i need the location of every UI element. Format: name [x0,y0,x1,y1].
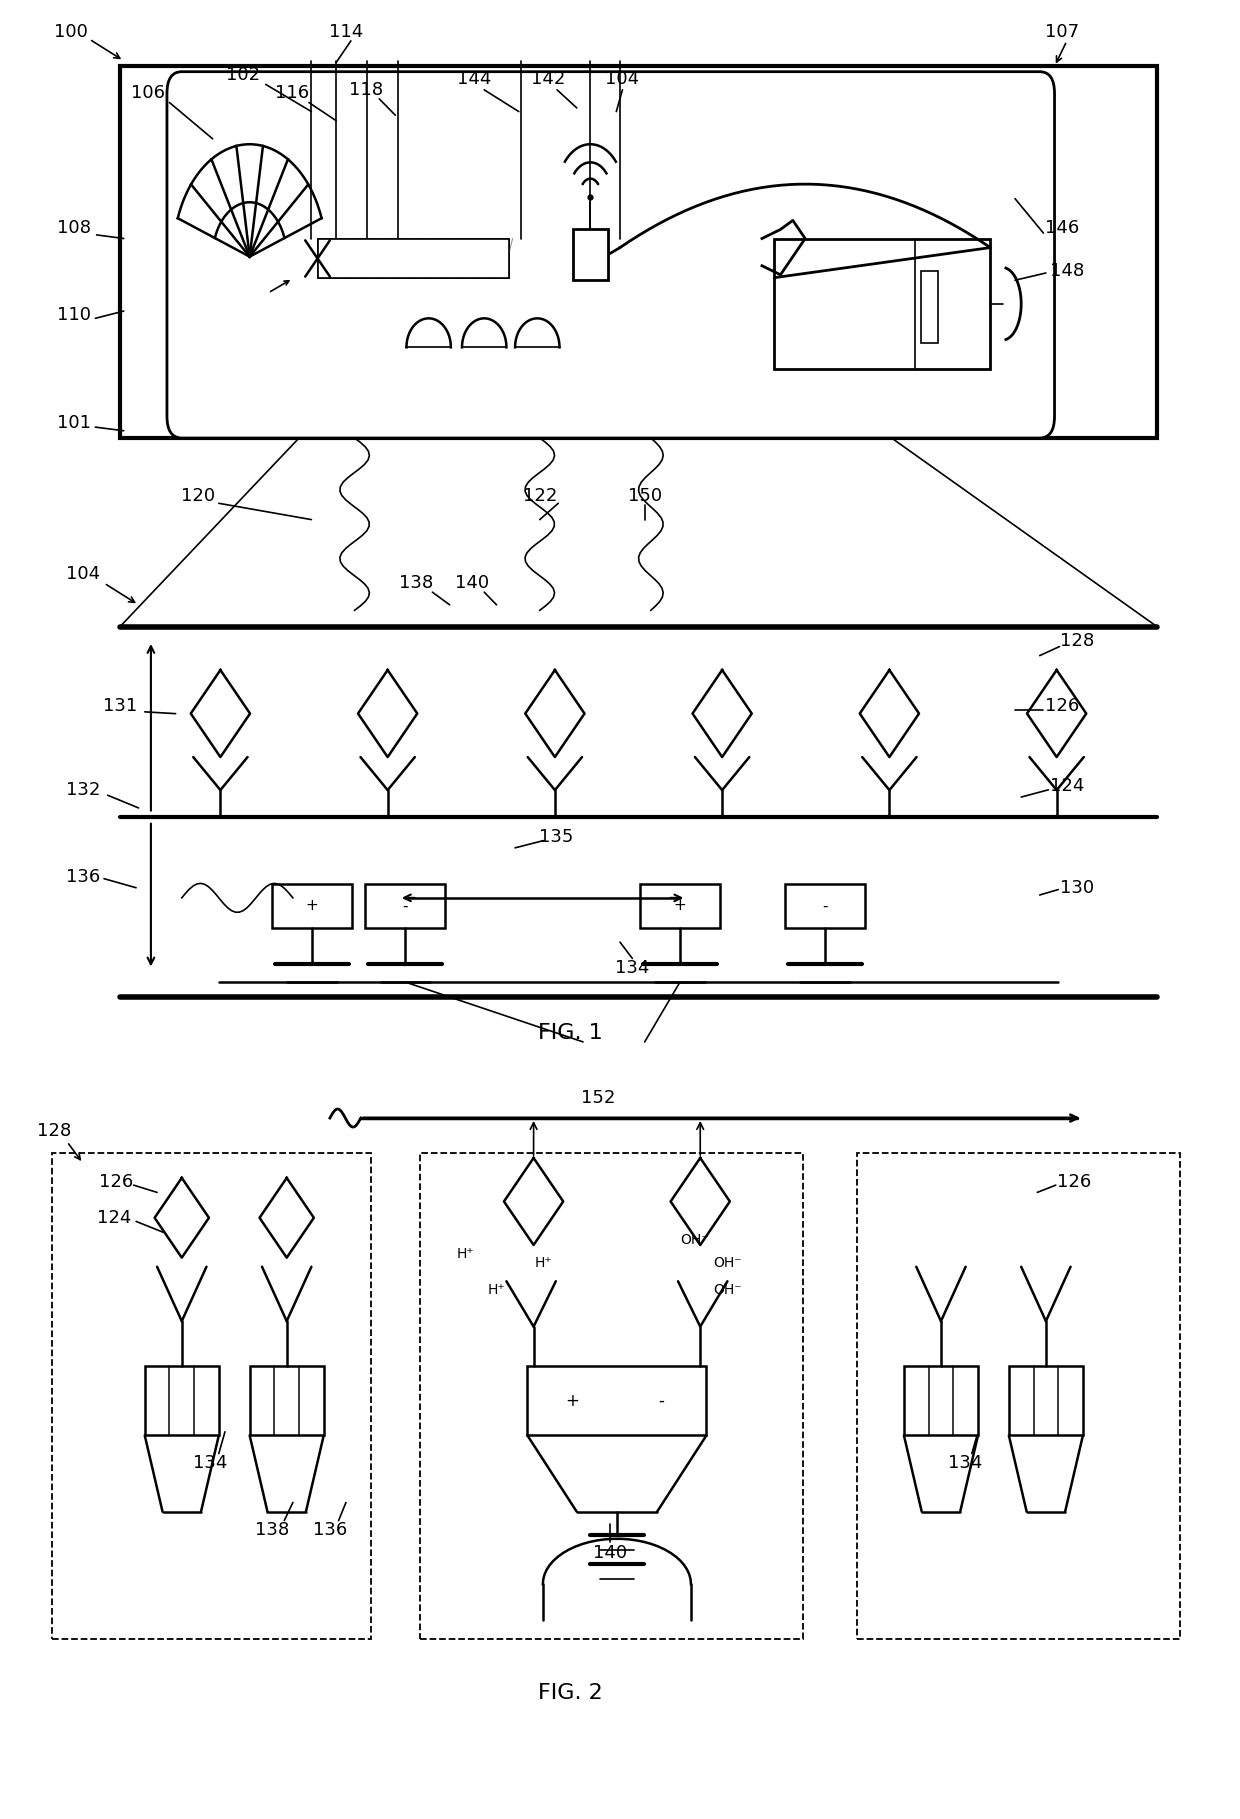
Bar [527,1366,707,1435]
Text: 142: 142 [531,69,565,87]
Text: +: + [565,1392,579,1410]
Text: H⁺: H⁺ [534,1257,552,1270]
Text: 134: 134 [949,1453,983,1472]
Text: 136: 136 [312,1521,347,1539]
Bar [857,1153,1180,1639]
FancyBboxPatch shape [167,71,1054,438]
Text: 118: 118 [348,80,383,98]
Text: 135: 135 [538,828,573,846]
Bar [1009,1366,1083,1435]
Text: OH⁻: OH⁻ [713,1284,742,1297]
Text: 101: 101 [57,415,92,433]
Text: 138: 138 [254,1521,289,1539]
Bar [365,884,445,928]
Bar [317,238,508,278]
Text: 120: 120 [181,487,215,506]
Text: H⁺: H⁺ [487,1284,506,1297]
Text: 100: 100 [53,24,88,40]
Text: 134: 134 [193,1453,227,1472]
Text: +: + [673,899,687,913]
Text: H⁺: H⁺ [456,1248,475,1261]
Bar [904,1366,978,1435]
Bar [640,884,720,928]
Bar [249,1366,324,1435]
Text: 128: 128 [1060,633,1094,649]
Text: 128: 128 [37,1122,72,1141]
Text: FIG. 2: FIG. 2 [538,1683,603,1703]
Text: 134: 134 [615,959,650,977]
Text: 146: 146 [1045,218,1079,236]
Text: 126: 126 [99,1173,134,1190]
Bar [921,271,939,344]
Text: OH⁻: OH⁻ [680,1233,708,1246]
Bar [420,1153,802,1639]
Text: 106: 106 [131,84,165,102]
Text: 131: 131 [103,697,138,715]
Bar [573,229,608,280]
Bar [120,65,1157,438]
Text: 124: 124 [1050,777,1084,795]
Text: 130: 130 [1060,879,1094,897]
Text: 116: 116 [274,84,309,102]
Text: 124: 124 [97,1210,131,1226]
Text: 122: 122 [522,487,557,506]
Text: 126: 126 [1058,1173,1091,1190]
Text: 110: 110 [57,306,92,324]
Bar [145,1366,218,1435]
Text: 144: 144 [458,69,491,87]
Bar [52,1153,371,1639]
Text: 126: 126 [1045,697,1079,715]
Text: 108: 108 [57,218,92,236]
Text: -: - [822,899,828,913]
Text: 132: 132 [66,780,100,799]
Text: 150: 150 [627,487,662,506]
Text: 114: 114 [329,24,363,40]
Text: OH⁻: OH⁻ [713,1257,742,1270]
Text: 152: 152 [580,1090,615,1108]
Text: -: - [403,899,408,913]
Text: FIG. 1: FIG. 1 [538,1022,603,1042]
Bar [272,884,352,928]
Text: 148: 148 [1050,262,1084,280]
Text: -: - [658,1392,665,1410]
Bar [317,238,508,278]
Text: 136: 136 [66,868,100,886]
Text: 104: 104 [66,566,100,584]
Text: 138: 138 [399,575,434,591]
Text: 140: 140 [593,1544,627,1563]
Bar [774,238,991,369]
Text: 140: 140 [455,575,489,591]
Text: 102: 102 [227,65,260,84]
Text: +: + [305,899,319,913]
Text: 104: 104 [605,69,640,87]
Text: 107: 107 [1045,24,1079,40]
Bar [785,884,866,928]
